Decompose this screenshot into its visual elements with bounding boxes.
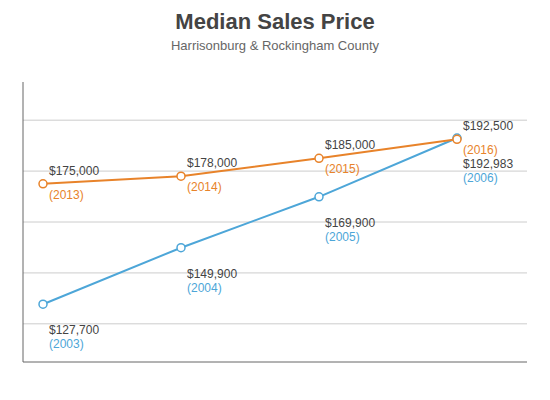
svg-text:$127,700: $127,700 xyxy=(49,323,99,337)
svg-text:$192,500: $192,500 xyxy=(463,119,513,133)
svg-text:(2005): (2005) xyxy=(325,230,360,244)
svg-text:$185,000: $185,000 xyxy=(325,138,375,152)
svg-text:(2016): (2016) xyxy=(463,143,498,157)
svg-text:(2004): (2004) xyxy=(187,281,222,295)
svg-text:(2014): (2014) xyxy=(187,180,222,194)
html-text:Harrisonburg & Rockingham Coun: Harrisonburg & Rockingham County xyxy=(170,38,379,53)
svg-text:$192,983: $192,983 xyxy=(463,157,513,171)
svg-text:$149,900: $149,900 xyxy=(187,267,237,281)
svg-text:(2015): (2015) xyxy=(325,162,360,176)
svg-text:$169,900: $169,900 xyxy=(325,216,375,230)
svg-text:(2013): (2013) xyxy=(49,188,84,202)
svg-text:$178,000: $178,000 xyxy=(187,156,237,170)
svg-text:(2003): (2003) xyxy=(49,337,84,351)
svg-text:(2006): (2006) xyxy=(463,171,498,185)
html-text:Median Sales Price: Median Sales Price xyxy=(175,9,375,34)
svg-text:$175,000: $175,000 xyxy=(49,164,99,178)
